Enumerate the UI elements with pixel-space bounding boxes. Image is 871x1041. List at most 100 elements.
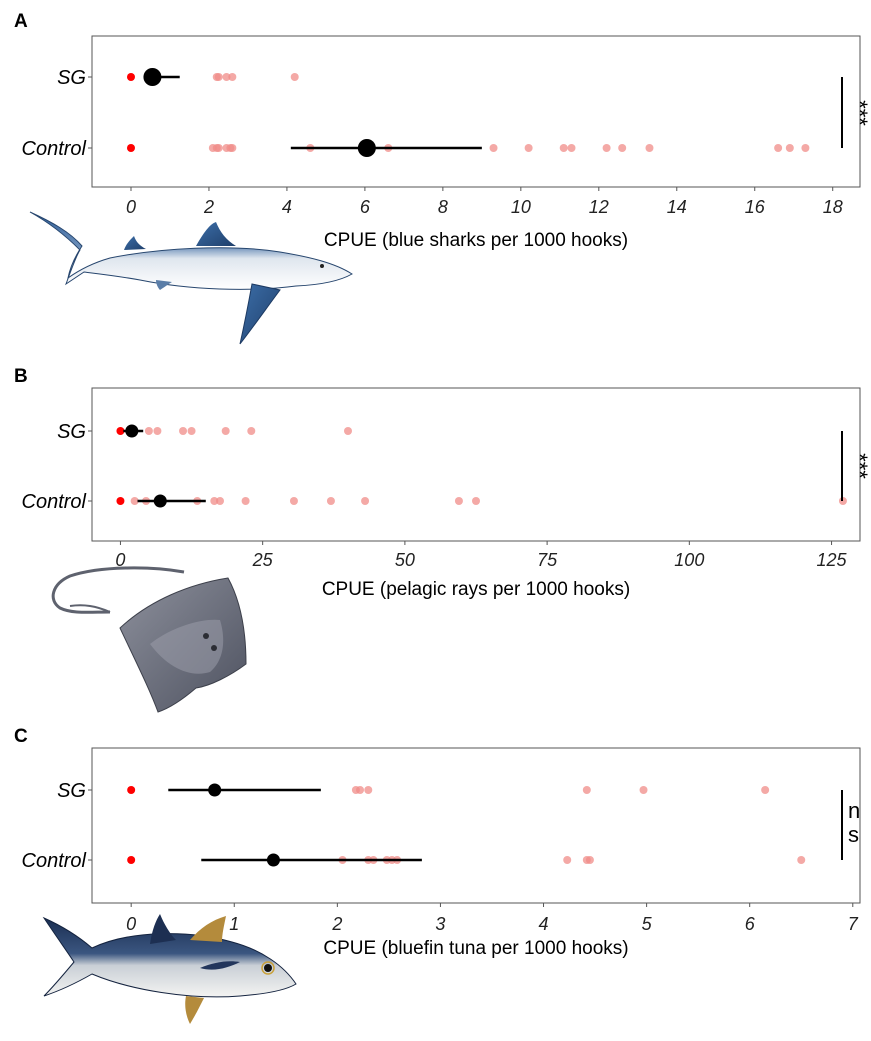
panel-a-letter: A xyxy=(14,11,28,32)
panel-b-point-sg-8 xyxy=(344,427,352,435)
panel-c-xtick-label-6: 6 xyxy=(745,914,756,934)
panel-a-xlabel: CPUE (blue sharks per 1000 hooks) xyxy=(324,230,628,251)
panel-a-point-sg-2 xyxy=(214,73,223,81)
panel-b-point-control-7 xyxy=(241,497,250,505)
panel-c-ylabel-sg: SG xyxy=(57,780,86,802)
panel-a-point-control-18 xyxy=(801,144,810,152)
panel-c-sig-label-s: s xyxy=(848,822,859,847)
panel-c-sig-label-n: n xyxy=(848,798,860,823)
panel-a-point-control-13 xyxy=(602,144,611,152)
panel-c-point-control-9 xyxy=(585,856,594,864)
panel-a-point-sg-3 xyxy=(222,73,231,81)
panel-a-xtick-label-3: 6 xyxy=(360,197,371,217)
panel-a-xtick-label-4: 8 xyxy=(438,197,448,217)
panel-b-mean-sg xyxy=(125,424,139,438)
panel-c-xtick-label-1: 1 xyxy=(229,914,239,934)
panel-a-sig-label: *** xyxy=(847,100,871,126)
panel-a-xtick-label-6: 12 xyxy=(589,197,609,217)
panel-c-point-sg-0 xyxy=(127,786,136,794)
panel-c-marks xyxy=(127,783,806,867)
panel-b-ylabel-control: Control xyxy=(22,491,87,513)
panel-b-point-sg-7 xyxy=(247,427,256,435)
panel-c-point-sg-2 xyxy=(356,786,365,794)
panel-b-xtick-label-5: 125 xyxy=(817,550,848,570)
panel-b-point-control-8 xyxy=(289,497,298,505)
panel-b-point-control-0 xyxy=(116,497,125,505)
panel-a-point-control-15 xyxy=(645,144,654,152)
panel-c-xtick-label-7: 7 xyxy=(848,914,859,934)
panel-b-point-control-10 xyxy=(361,497,370,505)
blue-shark-illustration xyxy=(29,211,353,345)
panel-a-point-control-10 xyxy=(524,144,533,152)
panel-b-point-control-1 xyxy=(130,497,139,505)
panel-b-point-control-6 xyxy=(216,497,224,505)
panel-b-point-sg-0 xyxy=(116,427,125,435)
panel-a-xtick-label-0: 0 xyxy=(126,197,136,217)
panel-a-point-sg-5 xyxy=(290,73,299,81)
panel-a-xtick-label-8: 16 xyxy=(745,197,766,217)
panel-c-point-sg-3 xyxy=(364,786,373,794)
panel-c-xtick-label-3: 3 xyxy=(435,914,445,934)
panel-a-marks xyxy=(126,68,810,157)
panel-a-point-sg-4 xyxy=(228,73,237,81)
panel-b-marks xyxy=(116,424,847,508)
panel-b-point-sg-2 xyxy=(144,427,153,435)
panel-b-xtick-label-2: 50 xyxy=(395,550,415,570)
panel-a-point-control-9 xyxy=(489,144,498,152)
panel-c-mean-control xyxy=(266,853,280,867)
panel-b-point-sg-3 xyxy=(153,427,162,435)
panel-a-point-control-14 xyxy=(618,144,627,152)
panel-b-xtick-label-4: 100 xyxy=(674,550,704,570)
panel-b-plot-area xyxy=(91,387,861,542)
panel-c-point-control-0 xyxy=(127,856,136,864)
panel-c-point-control-10 xyxy=(797,856,806,864)
panel-b-point-control-9 xyxy=(326,497,335,505)
panel-c-point-sg-4 xyxy=(582,786,591,794)
panel-a-xtick-label-9: 18 xyxy=(823,197,843,217)
panel-b-xtick-label-0: 0 xyxy=(115,550,125,570)
panel-c-mean-sg xyxy=(208,783,222,797)
panel-a-point-control-16 xyxy=(774,144,783,152)
panel-b-xtick-label-1: 25 xyxy=(252,550,274,570)
panel-c-xtick-label-2: 2 xyxy=(331,914,342,934)
panel-b-point-control-5 xyxy=(210,497,219,505)
panel-a-point-control-0 xyxy=(126,144,135,152)
panel-b-letter: B xyxy=(14,366,28,387)
panel-b-sig-label: *** xyxy=(847,453,871,479)
panel-b-mean-control xyxy=(153,494,167,508)
panel-a-point-control-12 xyxy=(567,144,576,152)
panel-a-point-control-3 xyxy=(214,144,223,152)
panel-b-point-control-11 xyxy=(454,497,463,505)
panel-a-plot-area xyxy=(91,35,861,188)
panel-c-point-sg-5 xyxy=(639,786,648,794)
panel-a: A SG Control 0 2 4 6 8 10 12 14 16 18 CPUE (blue … xyxy=(14,11,871,251)
panel-a-ylabel-control: Control xyxy=(22,138,87,160)
panel-a-ylabel-sg: SG xyxy=(57,67,86,89)
bluefin-tuna-illustration xyxy=(42,914,297,1024)
panel-a-xtick-label-1: 2 xyxy=(203,197,214,217)
panel-c-xtick-label-0: 0 xyxy=(126,914,136,934)
panel-c: C SG Control 0 1 2 3 4 5 6 7 CPUE (bluefin tuna… xyxy=(14,726,861,959)
panel-b-point-sg-6 xyxy=(221,427,230,435)
panel-b-xtick-label-3: 75 xyxy=(537,550,558,570)
panel-c-xlabel: CPUE (bluefin tuna per 1000 hooks) xyxy=(323,938,628,959)
panel-b-x-axis: 0 25 50 75 100 125 xyxy=(115,541,848,570)
panel-c-xtick-label-5: 5 xyxy=(642,914,653,934)
panel-b-point-control-12 xyxy=(472,497,480,505)
panel-c-x-axis: 0 1 2 3 4 5 6 7 xyxy=(126,903,859,934)
panel-c-letter: C xyxy=(14,726,28,747)
panel-a-xtick-label-2: 4 xyxy=(282,197,292,217)
panel-b-point-sg-5 xyxy=(187,427,196,435)
panel-a-xtick-label-7: 14 xyxy=(667,197,687,217)
panel-a-x-axis: 0 2 4 6 8 10 12 14 16 18 xyxy=(126,187,843,217)
panel-a-point-control-11 xyxy=(559,144,568,152)
panel-a-xtick-label-5: 10 xyxy=(511,197,531,217)
panel-c-ylabel-control: Control xyxy=(22,850,87,872)
panel-a-mean-sg xyxy=(143,68,162,86)
panel-b: B SG Control 0 25 50 75 100 125 CPUE (pelagic… xyxy=(14,366,871,600)
panel-a-point-control-6 xyxy=(228,144,237,152)
panel-b-xlabel: CPUE (pelagic rays per 1000 hooks) xyxy=(322,579,630,600)
panel-b-point-sg-4 xyxy=(179,427,188,435)
panel-c-point-sg-6 xyxy=(761,786,770,794)
